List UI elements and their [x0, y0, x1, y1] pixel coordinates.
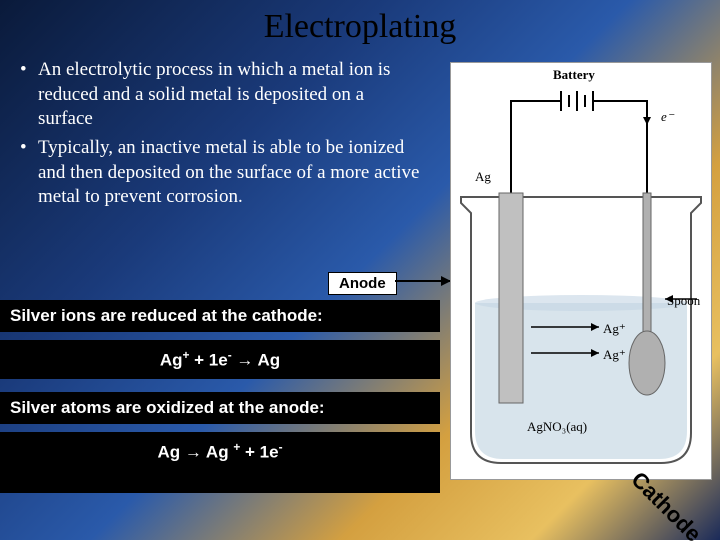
- battery-label: Battery: [553, 67, 595, 83]
- anode-arrow-icon: [395, 280, 450, 282]
- anode-label-box: Anode: [328, 272, 397, 295]
- oxidation-equation: Ag → Ag + + 1e-: [0, 432, 440, 493]
- electron-label: e⁻: [661, 109, 674, 125]
- anode-oxidation-text: Silver atoms are oxidized at the anode:: [0, 392, 440, 424]
- bullet-item: An electrolytic process in which a metal…: [20, 58, 420, 132]
- bullet-list: An electrolytic process in which a metal…: [20, 58, 420, 214]
- ag-electrode-label: Ag: [475, 169, 491, 185]
- electroplating-diagram: Battery e⁻ Ag Spoon Ag⁺ Ag⁺ AgNO₃(aq): [450, 62, 712, 480]
- solution-label: AgNO₃(aq): [527, 419, 587, 435]
- spoon-label: Spoon: [667, 293, 700, 309]
- slide-title: Electroplating: [0, 8, 720, 46]
- ag-ion-label: Ag⁺: [603, 321, 626, 337]
- reduction-equation: Ag+ + 1e- → Ag: [0, 340, 440, 379]
- cathode-reduction-text: Silver ions are reduced at the cathode:: [0, 300, 440, 332]
- ag-ion-label: Ag⁺: [603, 347, 626, 363]
- bullet-item: Typically, an inactive metal is able to …: [20, 136, 420, 210]
- slide: Electroplating An electrolytic process i…: [0, 0, 720, 540]
